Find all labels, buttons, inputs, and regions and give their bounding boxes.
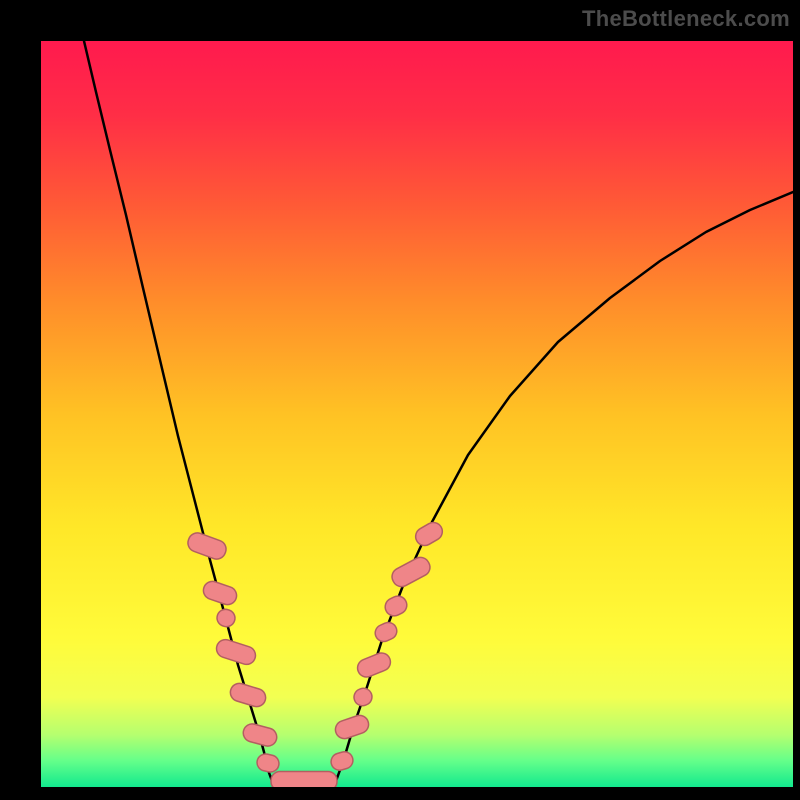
chart-svg	[0, 0, 800, 800]
chart-container: TheBottleneck.com	[0, 0, 800, 800]
gradient-background	[41, 41, 793, 787]
watermark-text: TheBottleneck.com	[582, 6, 790, 32]
